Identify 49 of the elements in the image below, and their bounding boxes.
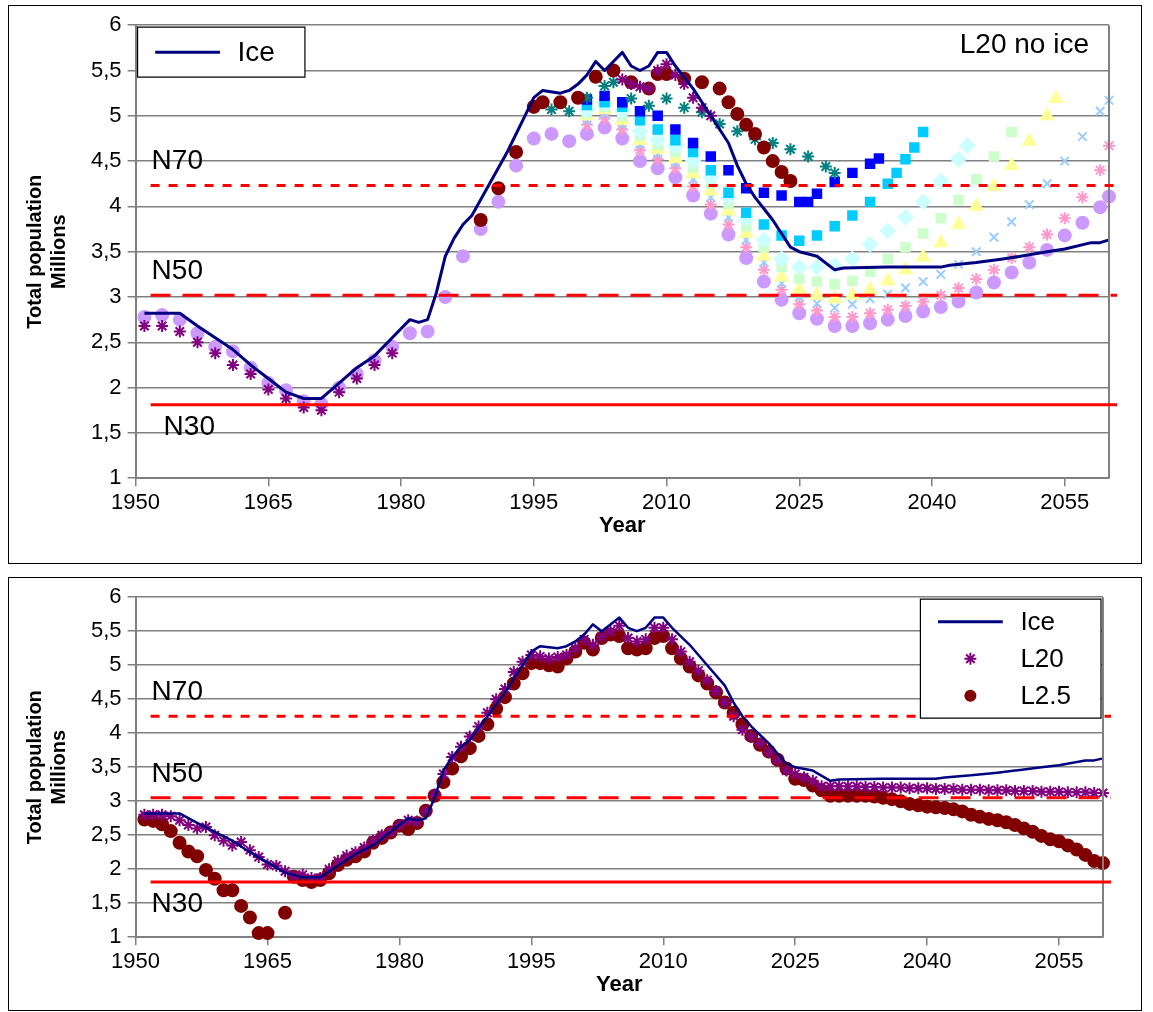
ref-line-label: N50 (151, 253, 203, 285)
annotation: L20 no ice (959, 27, 1089, 59)
legend-label: Ice (237, 35, 275, 67)
y-tick-label: 3,5 (90, 753, 122, 779)
x-tick-label: 1980 (376, 489, 426, 515)
y-tick-label: 5 (109, 651, 122, 677)
ref-line-label: N30 (151, 886, 203, 918)
y-tick-label: 2 (109, 373, 122, 399)
y-tick-label: 3 (109, 283, 122, 309)
x-tick-label: 1980 (374, 948, 424, 974)
y-tick-label: 2,5 (90, 328, 122, 354)
x-tick-label: 2025 (774, 489, 824, 515)
y-tick-label: 4 (109, 719, 122, 745)
x-tick-label: 2040 (902, 948, 952, 974)
y-tick-label: 2 (109, 855, 122, 881)
ref-line-label: N70 (151, 674, 203, 706)
y-tick-label: 3,5 (90, 237, 122, 263)
x-tick-label: 1950 (111, 489, 161, 515)
y-tick-label: 5,5 (90, 56, 122, 82)
y-tick-label: 1,5 (90, 889, 122, 915)
y-tick-label: 5 (109, 101, 122, 127)
y-tick-label: 4,5 (90, 147, 122, 173)
ref-line-label: N50 (151, 756, 203, 788)
x-tick-label: 1965 (243, 948, 292, 974)
ref-line-label: N30 (163, 409, 215, 441)
ref-line-label: N70 (151, 144, 203, 176)
y-tick-label: 1 (109, 923, 122, 949)
x-tick-label: 2055 (1040, 489, 1090, 515)
y-tick-label: 1,5 (90, 418, 122, 444)
y-tick-label: 6 (109, 11, 122, 37)
legend-label: L2.5 (1020, 679, 1072, 710)
y-tick-label: 1 (109, 464, 122, 490)
y-axis-title: Total population Millions (22, 174, 69, 329)
y-tick-label: 5,5 (90, 617, 122, 643)
x-tick-label: 1995 (509, 489, 559, 515)
x-tick-label: 2040 (907, 489, 957, 515)
y-axis-title: Total population Millions (22, 690, 69, 845)
x-tick-label: 2025 (770, 948, 820, 974)
legend-label: Ice (1020, 605, 1056, 636)
y-tick-label: 3 (109, 787, 122, 813)
x-tick-label: 2055 (1034, 948, 1084, 974)
y-tick-label: 4,5 (90, 685, 122, 711)
x-tick-label: 1965 (243, 489, 293, 515)
x-tick-label: 1995 (506, 948, 556, 974)
y-tick-label: 6 (109, 583, 122, 609)
y-tick-label: 4 (109, 192, 122, 218)
y-tick-label: 2,5 (90, 821, 122, 847)
x-tick-label: 1950 (111, 948, 161, 974)
legend-label: L20 (1020, 642, 1064, 673)
